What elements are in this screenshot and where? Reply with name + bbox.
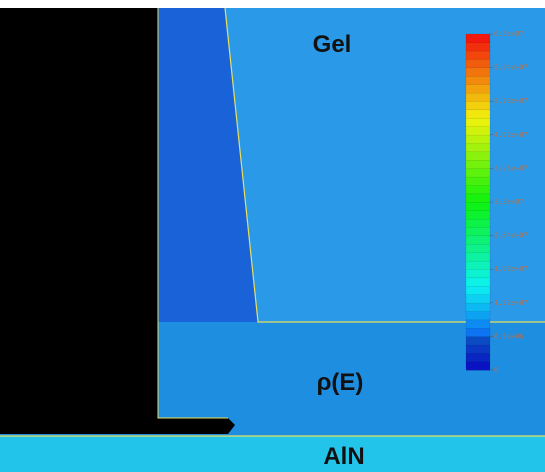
colorbar-band xyxy=(465,176,491,186)
colorbar-band xyxy=(465,353,491,363)
colorbar-band xyxy=(465,109,491,119)
colorbar-tick-label: 6.6e+06 xyxy=(494,332,524,340)
aln-substrate xyxy=(0,436,545,472)
colorbar-band xyxy=(465,227,491,237)
colorbar-band xyxy=(465,336,491,346)
colorbar-band xyxy=(465,218,491,228)
colorbar-band xyxy=(465,143,491,153)
colorbar-band xyxy=(465,92,491,102)
colorbar-band xyxy=(465,134,491,144)
colorbar-band xyxy=(465,294,491,304)
colorbar-tick-label: 5.94e+07 xyxy=(494,64,528,72)
colorbar-tick-label: 3.96e+07 xyxy=(494,164,528,172)
colorbar-tick-label: 0 xyxy=(494,366,498,374)
gel-region xyxy=(225,8,545,322)
colorbar-band xyxy=(465,243,491,253)
colorbar-tick-label: 3.3e+07 xyxy=(494,198,524,206)
colorbar-band xyxy=(465,168,491,178)
colorbar-band xyxy=(465,201,491,211)
colorbar-band xyxy=(465,42,491,52)
colorbar-band xyxy=(465,319,491,329)
colorbar-band xyxy=(465,210,491,220)
colorbar-band xyxy=(465,311,491,321)
colorbar-band xyxy=(465,67,491,77)
colorbar-band xyxy=(465,126,491,136)
colorbar-band xyxy=(465,327,491,337)
colorbar-band xyxy=(465,302,491,312)
colorbar-band xyxy=(465,159,491,169)
colorbar-tick-label: 6.6e+07 xyxy=(494,30,524,38)
colorbar-tick-label: 2.64e+07 xyxy=(494,232,528,240)
gel-boundary xyxy=(224,7,545,323)
electrode-edge xyxy=(157,8,228,419)
colorbar-band xyxy=(465,285,491,295)
colorbar-band xyxy=(465,260,491,270)
colorbar: 6.6e+07 5.94e+07 5.28e+07 4.62e+07 3.96e+07 3… xyxy=(465,30,528,374)
colorbar-band xyxy=(465,84,491,94)
colorbar-band xyxy=(465,59,491,69)
colorbar-band xyxy=(465,235,491,245)
colorbar-band xyxy=(465,50,491,60)
rho-label: ρ(E) xyxy=(317,369,364,396)
colorbar-tick-label: 4.62e+07 xyxy=(494,131,528,139)
colorbar-tick-label: 1.32e+07 xyxy=(494,299,528,307)
colorbar-tick-label: 1.98e+07 xyxy=(494,265,528,273)
aln-label: AlN xyxy=(323,443,364,470)
colorbar-band xyxy=(465,344,491,354)
colorbar-band xyxy=(465,193,491,203)
colorbar-tick-label: 5.28e+07 xyxy=(494,97,528,105)
colorbar-band xyxy=(465,117,491,127)
colorbar-band xyxy=(465,33,491,43)
electrode xyxy=(0,8,235,434)
colorbar-band xyxy=(465,269,491,279)
colorbar-band xyxy=(465,151,491,161)
colorbar-band xyxy=(465,75,491,85)
colorbar-band xyxy=(465,277,491,287)
colorbar-band xyxy=(465,101,491,111)
colorbar-band xyxy=(465,185,491,195)
colorbar-band xyxy=(465,361,491,371)
gel-label: Gel xyxy=(313,31,352,58)
colorbar-band xyxy=(465,252,491,262)
